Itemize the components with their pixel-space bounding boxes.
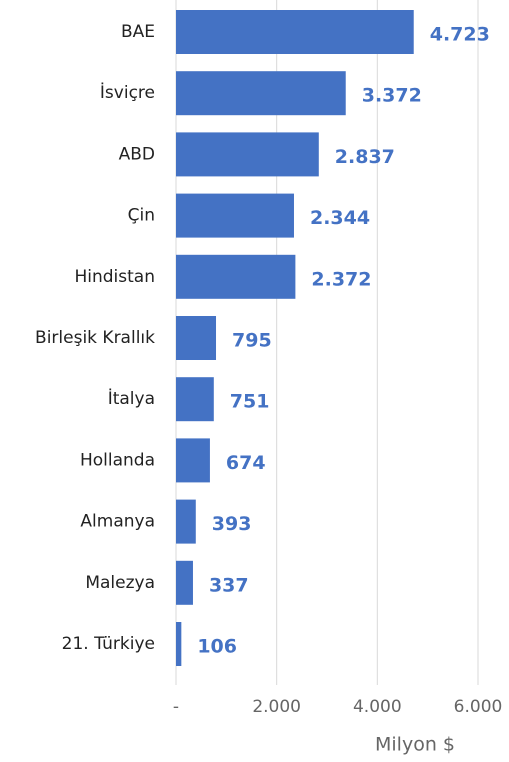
bar — [176, 132, 319, 177]
y-tick-label: İsviçre — [100, 82, 155, 103]
data-label: 2.837 — [335, 146, 395, 168]
bar — [176, 622, 182, 666]
bar — [176, 316, 217, 360]
x-tick-label: 4.000 — [353, 697, 402, 717]
y-tick-label: Malezya — [85, 573, 155, 593]
x-tick-label: - — [173, 697, 179, 717]
bar — [176, 71, 346, 116]
data-label: 337 — [209, 574, 249, 596]
x-tick-label: 6.000 — [454, 697, 503, 717]
y-tick-label: BAE — [121, 22, 155, 42]
data-label: 751 — [230, 391, 270, 413]
data-label: 4.723 — [430, 24, 490, 46]
y-tick-label: 21. Türkiye — [62, 634, 155, 654]
y-tick-label: Hindistan — [74, 267, 155, 287]
data-label: 2.372 — [311, 268, 371, 290]
data-label: 3.372 — [362, 85, 422, 107]
y-tick-label: İtalya — [108, 388, 155, 409]
y-tick-label: Almanya — [80, 512, 155, 532]
data-label: 674 — [226, 452, 266, 474]
data-label: 106 — [197, 636, 237, 658]
y-tick-label: ABD — [119, 144, 155, 164]
x-tick-label: 2.000 — [252, 697, 301, 717]
bar — [176, 10, 414, 54]
bar — [176, 499, 196, 544]
bar — [176, 377, 214, 422]
y-tick-label: Birleşik Krallık — [35, 328, 155, 348]
data-label: 393 — [212, 513, 252, 535]
bar — [176, 560, 193, 605]
data-label: 2.344 — [310, 207, 370, 229]
bar — [176, 254, 296, 299]
x-axis-label: Milyon $ — [375, 734, 455, 756]
data-label: 795 — [232, 330, 272, 352]
bar — [176, 193, 294, 238]
y-tick-label: Hollanda — [80, 450, 155, 470]
y-tick-label: Çin — [128, 206, 155, 226]
bar — [176, 438, 210, 483]
